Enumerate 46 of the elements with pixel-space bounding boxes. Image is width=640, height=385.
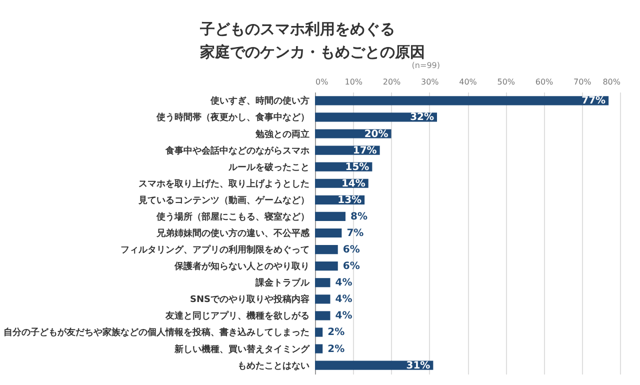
- y-tick-label: 使う時間帯（夜更かし、食事中など）: [156, 112, 310, 124]
- y-tick-label: 課金トラブル: [254, 278, 310, 289]
- data-label: 4%: [335, 310, 352, 322]
- x-tick-label: 10%: [344, 78, 363, 86]
- x-tick-label: 30%: [420, 78, 440, 86]
- y-tick-label: ルールを破ったこと: [228, 162, 310, 173]
- chart-title: 子どものスマホ利用をめぐる: [199, 20, 395, 38]
- data-label: 20%: [364, 128, 388, 140]
- data-label: 32%: [410, 112, 434, 124]
- x-tick-label: 50%: [497, 78, 516, 86]
- data-label: 15%: [345, 162, 370, 173]
- x-tick-label: 70%: [573, 78, 592, 86]
- data-label: 31%: [406, 360, 430, 372]
- y-tick-label: 友達と同じアプリ、機種を欲しがる: [164, 310, 310, 322]
- text: (n=99): [412, 61, 440, 70]
- data-label: 6%: [342, 244, 360, 256]
- data-label: 2%: [328, 327, 345, 338]
- y-tick-label: もめたことはない: [238, 361, 310, 372]
- x-tick-label: 20%: [382, 78, 402, 86]
- x-tick-label: 40%: [459, 78, 478, 86]
- data-label: 8%: [350, 211, 368, 222]
- y-tick-label: 使う場所（部屋にこもる、寝室など）: [156, 211, 310, 222]
- data-label: 77%: [582, 96, 606, 107]
- x-tick-label: 80%: [602, 78, 621, 86]
- y-tick-label: 使いすぎ、時間の使い方: [210, 96, 310, 107]
- y-tick-label: SNSでのやり取りや投稿内容: [190, 294, 310, 306]
- y-tick-label: 兄弟姉妹間の使い方の違い、不公平感: [156, 228, 310, 239]
- data-label: 2%: [328, 344, 345, 355]
- chart-subtitle: 家庭でのケンカ・もめごとの原因: [199, 43, 425, 61]
- data-label: 4%: [335, 294, 352, 306]
- x-tick-label: 60%: [535, 78, 554, 86]
- y-tick-label: 食事中や会話中などのながらスマホ: [164, 145, 310, 156]
- data-label: 14%: [341, 178, 366, 190]
- data-label: 4%: [335, 278, 352, 289]
- y-tick-label: 保護者が知らない人とのやり取り: [174, 261, 310, 272]
- y-tick-label: 勉強との両立: [254, 128, 310, 140]
- x-tick-label: 0%: [316, 78, 329, 86]
- y-tick-label: 自分の子どもが友だちや家族などの個人情報を投稿、書き込みしてしまった: [4, 327, 310, 338]
- y-tick-label: フィルタリング、アプリの利用制限をめぐって: [120, 244, 310, 256]
- data-label: 7%: [346, 228, 364, 239]
- y-tick-label: スマホを取り上げた、取り上げようとした: [138, 178, 310, 190]
- y-tick-label: 新しい機種、買い替えタイミング: [174, 344, 310, 355]
- y-tick-label: 見ているコンテンツ（動画、ゲームなど）: [138, 194, 310, 206]
- data-label: 6%: [342, 261, 360, 272]
- data-label: 13%: [338, 194, 362, 206]
- data-label: 17%: [352, 145, 377, 156]
